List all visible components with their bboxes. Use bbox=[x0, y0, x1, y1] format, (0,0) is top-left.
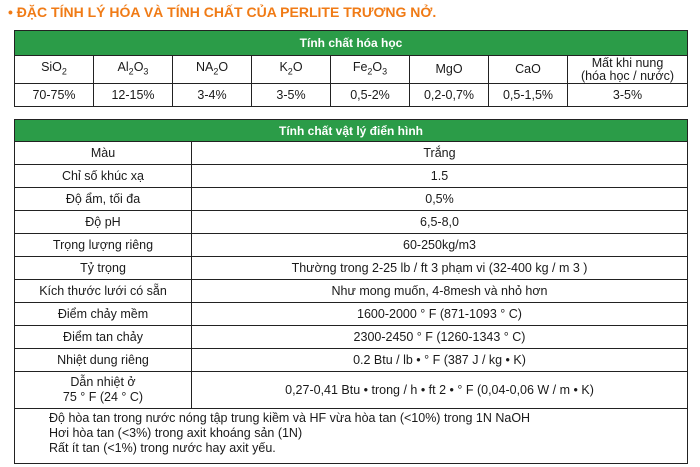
page-heading: • ĐẶC TÍNH LÝ HÓA VÀ TÍNH CHẤT CỦA PERLI… bbox=[8, 4, 437, 20]
row-label: Độ ẩm, tối đa bbox=[14, 187, 192, 211]
value-na2o: 3-4% bbox=[172, 83, 252, 107]
value-fe2o3: 0,5-2% bbox=[330, 83, 410, 107]
value-k2o: 3-5% bbox=[251, 83, 331, 107]
solubility-note: Rất ít tan (<1%) trong nước hay axit yếu… bbox=[49, 441, 276, 455]
value-cao: 0,5-1,5% bbox=[488, 83, 568, 107]
row-label: Điểm tan chảy bbox=[14, 325, 192, 349]
column-header-na2o: NA2O bbox=[172, 55, 252, 84]
value-al2o3: 12-15% bbox=[93, 83, 173, 107]
row-value: 6,5-8,0 bbox=[191, 210, 688, 234]
row-value: 2300-2450 ° F (1260-1343 ° C) bbox=[191, 325, 688, 349]
thermal-conductivity-label: Dẫn nhiệt ở 75 ° F (24 ° C) bbox=[14, 371, 192, 409]
column-header-mgo: MgO bbox=[409, 55, 489, 84]
value-mgo: 0,2-0,7% bbox=[409, 83, 489, 107]
row-label: Màu bbox=[14, 141, 192, 165]
row-value: 1600-2000 ° F (871-1093 ° C) bbox=[191, 302, 688, 326]
value-sio2: 70-75% bbox=[14, 83, 94, 107]
column-header-sio2: SiO2 bbox=[14, 55, 94, 84]
row-value: 60-250kg/m3 bbox=[191, 233, 688, 257]
column-header-loss-on-ignition: Mất khi nung (hóa học / nước) bbox=[567, 55, 688, 84]
chemical-properties-table: Tính chất hóa học SiO2 Al2O3 NA2O K2O Fe… bbox=[14, 30, 688, 107]
solubility-notes: Độ hòa tan trong nước nóng tập trung kiề… bbox=[14, 408, 688, 464]
row-value: 0,5% bbox=[191, 187, 688, 211]
column-header-cao: CaO bbox=[488, 55, 568, 84]
row-label: Độ pH bbox=[14, 210, 192, 234]
row-value: 1.5 bbox=[191, 164, 688, 188]
solubility-note: Hơi hòa tan (<3%) trong axit khoáng sản … bbox=[49, 426, 303, 440]
row-label: Tỷ trọng bbox=[14, 256, 192, 280]
row-label: Chỉ số khúc xạ bbox=[14, 164, 192, 188]
row-label: Trọng lượng riêng bbox=[14, 233, 192, 257]
physical-table-title: Tính chất vật lý điển hình bbox=[14, 119, 688, 142]
row-value: Như mong muốn, 4-8mesh và nhỏ hơn bbox=[191, 279, 688, 303]
row-value: 0.2 Btu / lb • ° F (387 J / kg • K) bbox=[191, 348, 688, 372]
physical-properties-table: Tính chất vật lý điển hình Màu Trắng Chỉ … bbox=[14, 119, 688, 464]
column-header-fe2o3: Fe2O3 bbox=[330, 55, 410, 84]
row-label: Nhiệt dung riêng bbox=[14, 348, 192, 372]
row-label: Kích thước lưới có sẵn bbox=[14, 279, 192, 303]
column-header-k2o: K2O bbox=[251, 55, 331, 84]
thermal-conductivity-value: 0,27-0,41 Btu • trong / h • ft 2 • ° F (… bbox=[191, 371, 688, 409]
row-value: Trắng bbox=[191, 141, 688, 165]
column-header-al2o3: Al2O3 bbox=[93, 55, 173, 84]
row-label: Điểm chảy mềm bbox=[14, 302, 192, 326]
solubility-note: Độ hòa tan trong nước nóng tập trung kiề… bbox=[49, 411, 531, 425]
row-value: Thường trong 2-25 lb / ft 3 phạm vi (32-… bbox=[191, 256, 688, 280]
value-loss-on-ignition: 3-5% bbox=[567, 83, 688, 107]
chemical-table-title: Tính chất hóa học bbox=[14, 30, 688, 56]
